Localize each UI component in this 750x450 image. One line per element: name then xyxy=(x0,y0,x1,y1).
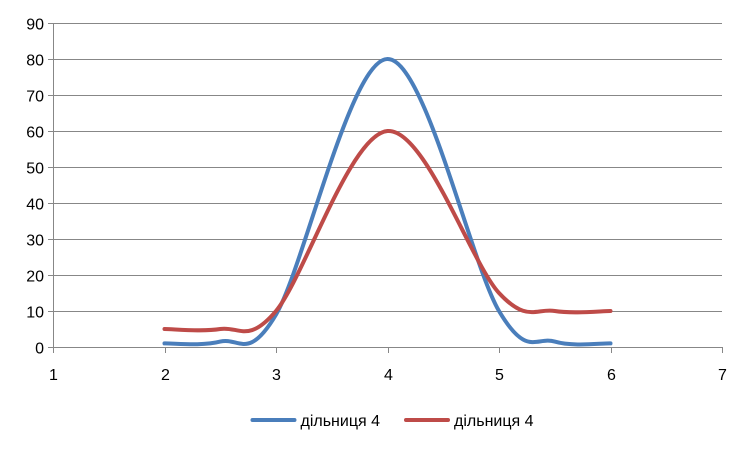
y-tick-label-30: 30 xyxy=(26,233,44,250)
y-tick-label-10: 10 xyxy=(26,305,44,322)
x-tick-label-4: 4 xyxy=(384,367,393,384)
x-tick-label-1: 1 xyxy=(49,367,58,384)
x-axis-tick-labels: 1 2 3 4 5 6 7 xyxy=(49,367,727,384)
y-tick-label-60: 60 xyxy=(26,125,44,142)
x-tick-label-6: 6 xyxy=(607,367,616,384)
y-tick-label-20: 20 xyxy=(26,269,44,286)
legend-label-2: дільниця 4 xyxy=(454,413,534,430)
x-tick-label-3: 3 xyxy=(272,367,281,384)
x-tick-label-2: 2 xyxy=(161,367,170,384)
x-tick-label-7: 7 xyxy=(718,367,727,384)
legend-label-1: дільниця 4 xyxy=(300,413,380,430)
y-tick-label-70: 70 xyxy=(26,89,44,106)
y-tick-label-40: 40 xyxy=(26,197,44,214)
plot-area-series xyxy=(162,56,613,347)
axes xyxy=(48,23,723,353)
y-tick-label-50: 50 xyxy=(26,161,44,178)
grid-lines xyxy=(53,23,722,312)
y-tick-label-80: 80 xyxy=(26,53,44,70)
series-line-2 xyxy=(162,128,613,334)
legend: дільниця 4 дільниця 4 xyxy=(250,413,534,430)
series-line-1 xyxy=(162,56,613,347)
x-tick-label-5: 5 xyxy=(495,367,504,384)
y-tick-label-90: 90 xyxy=(26,17,44,34)
y-tick-label-0: 0 xyxy=(35,341,44,358)
y-axis-tick-labels: 0 10 20 30 40 50 60 70 80 90 xyxy=(26,17,44,358)
